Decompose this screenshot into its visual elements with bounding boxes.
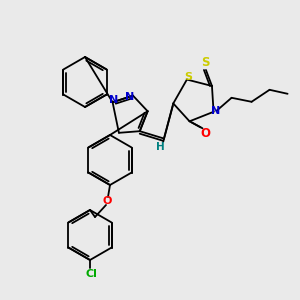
- Text: N: N: [125, 92, 135, 102]
- Text: S: S: [184, 71, 192, 82]
- Text: N: N: [211, 106, 220, 116]
- Text: N: N: [109, 95, 118, 105]
- Text: O: O: [200, 127, 211, 140]
- Text: S: S: [201, 56, 209, 70]
- Text: O: O: [102, 196, 112, 206]
- Text: Cl: Cl: [85, 269, 97, 279]
- Text: H: H: [156, 142, 165, 152]
